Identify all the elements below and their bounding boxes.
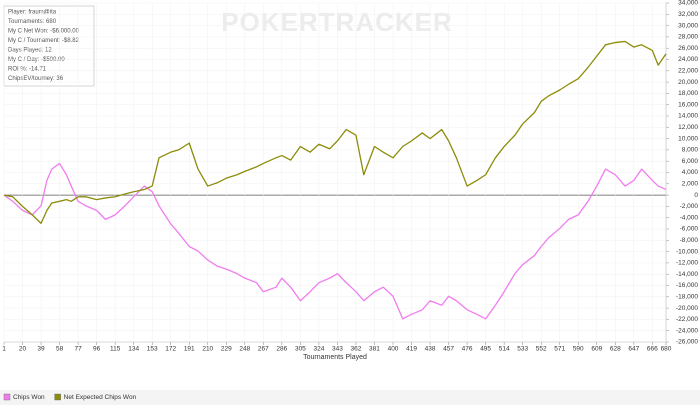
legend-label: Chips Won [13, 394, 45, 401]
y-tick-label: 34,000 [678, 0, 698, 7]
y-tick-label: 8,000 [682, 147, 699, 154]
x-tick-label: 381 [369, 346, 380, 353]
y-tick-label: 20,000 [678, 79, 698, 86]
y-tick-label: -16,000 [676, 282, 698, 289]
x-tick-label: 590 [573, 346, 584, 353]
y-tick-label: 12,000 [678, 124, 698, 131]
x-tick-label: 552 [536, 346, 547, 353]
info-group: Player: fraum@ita Tournaments: 680 My C Ne… [8, 10, 80, 83]
y-tick-label: 22,000 [678, 68, 698, 75]
y-tick-label: -8,000 [680, 237, 699, 244]
x-tick-label: 533 [517, 346, 528, 353]
x-tick-label: 324 [313, 346, 324, 353]
y-tick-label: -18,000 [676, 294, 698, 301]
x-tick-label: 191 [184, 346, 195, 353]
x-tick-label: 153 [147, 346, 158, 353]
y-tick-label: 32,000 [678, 11, 698, 18]
y-tick-label: 26,000 [678, 45, 698, 52]
x-tick-label: 286 [276, 346, 287, 353]
y-tick-label: 18,000 [678, 90, 698, 97]
info-line: ROI %: -14.71 [8, 67, 47, 73]
series-line [3, 40, 667, 224]
y-tick-label: -2,000 [680, 203, 699, 210]
y-tick-label: -12,000 [676, 260, 698, 267]
x-tick-label: 305 [295, 346, 306, 353]
x-tick-label: 267 [258, 346, 269, 353]
x-tick-label: 20 [19, 346, 27, 353]
y-tick-label: 4,000 [682, 169, 699, 176]
info-line: My C Net Won: -$6,000.00 [8, 29, 80, 35]
x-tick-label: 571 [554, 346, 565, 353]
y-tick-label: 28,000 [678, 34, 698, 41]
x-tick-label: 210 [202, 346, 213, 353]
y-tick-label: 6,000 [682, 158, 699, 165]
y-tick-label: 10,000 [678, 135, 698, 142]
x-tick-label: 96 [93, 346, 101, 353]
y-tick-label: 16,000 [678, 101, 698, 108]
x-tick-label: 457 [443, 346, 454, 353]
series-line [3, 162, 667, 320]
legend-swatch [3, 393, 11, 401]
x-tick-label: 419 [406, 346, 417, 353]
y-tick-label: -6,000 [680, 226, 699, 233]
legend-bar [0, 390, 700, 405]
info-line: Player: fraum@ita [8, 10, 57, 16]
x-tick-label: 58 [56, 346, 64, 353]
info-line: ChipsEV/tourney: 36 [8, 76, 64, 82]
info-line: Tournaments: 680 [8, 19, 57, 25]
y-tick-label: -22,000 [676, 316, 698, 323]
x-tick-label: 680 [661, 346, 672, 353]
legend-label: Net Expected Chips Won [64, 394, 137, 401]
x-tick-label: 476 [462, 346, 473, 353]
y-tick-label: -24,000 [676, 327, 698, 334]
x-axis-label: Tournaments Played [303, 354, 367, 361]
x-tick-label: 1 [2, 346, 6, 353]
info-line: Days Played: 12 [8, 48, 52, 54]
x-tick-label: 39 [37, 346, 45, 353]
x-tick-label: 400 [388, 346, 399, 353]
x-tick-label: 495 [480, 346, 491, 353]
info-line: My C / Tournament: -$8.82 [8, 38, 80, 44]
x-tick-label: 438 [425, 346, 436, 353]
x-tick-label: 248 [239, 346, 250, 353]
x-tick-label: 134 [128, 346, 139, 353]
x-tick-label: 343 [332, 346, 343, 353]
info-box [3, 5, 95, 87]
y-tick-label: -10,000 [676, 248, 698, 255]
x-tick-label: 172 [165, 346, 176, 353]
x-tick-label: 609 [591, 346, 602, 353]
x-tick-label: 647 [628, 346, 639, 353]
x-tick-label: 362 [351, 346, 362, 353]
y-tick-label: 24,000 [678, 56, 698, 63]
y-tick-label: 14,000 [678, 113, 698, 120]
x-tick-label: 666 [647, 346, 658, 353]
y-tick-label: -26,000 [676, 339, 698, 346]
x-tick-label: 628 [610, 346, 621, 353]
x-tick-label: 77 [74, 346, 82, 353]
info-line: My C / Day: -$500.00 [8, 57, 65, 63]
watermark: POKERTRACKER [221, 7, 453, 37]
x-tick-label: 514 [499, 346, 510, 353]
y-tick-label: 0 [694, 192, 698, 199]
y-tick-label: 30,000 [678, 22, 698, 29]
y-tick-label: 2,000 [682, 181, 699, 188]
y-tick-label: -4,000 [680, 214, 699, 221]
legend-swatch [54, 393, 61, 401]
y-tick-label: -20,000 [676, 305, 698, 312]
y-tick-label: -14,000 [676, 271, 698, 278]
x-tick-label: 229 [221, 346, 232, 353]
x-tick-label: 115 [110, 346, 121, 353]
